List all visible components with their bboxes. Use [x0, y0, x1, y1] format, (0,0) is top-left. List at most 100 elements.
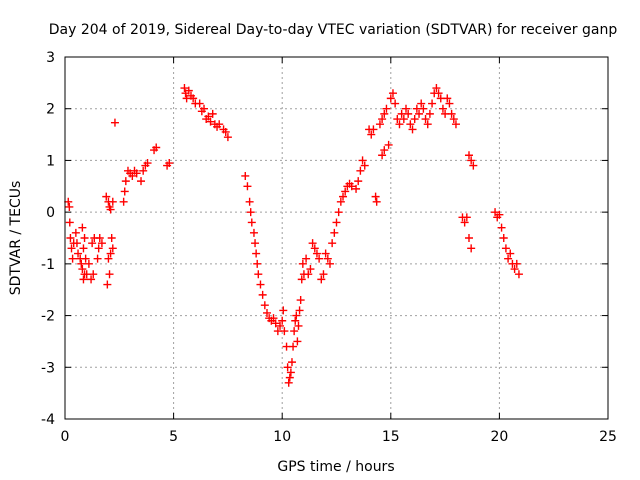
x-axis-label: GPS time / hours [277, 459, 394, 475]
data-point [102, 192, 111, 201]
data-point [419, 104, 428, 113]
data-point [262, 308, 271, 317]
data-point [119, 197, 128, 206]
data-point [395, 120, 404, 129]
data-point [438, 104, 447, 113]
data-point [408, 125, 417, 134]
data-point [256, 280, 265, 289]
data-point [290, 327, 299, 336]
y-tick-label: 2 [46, 102, 55, 118]
plot-frame [64, 56, 609, 420]
data-point [501, 244, 510, 253]
data-point [375, 120, 384, 129]
data-point [467, 244, 476, 253]
data-point [88, 239, 97, 248]
data-point [283, 363, 292, 372]
data-point [306, 265, 315, 274]
data-point [68, 254, 77, 263]
data-point [325, 259, 334, 268]
y-tick-label: -4 [41, 412, 55, 428]
data-point [341, 187, 350, 196]
y-tick-label: 3 [46, 50, 55, 66]
data-point [258, 290, 267, 299]
data-point [467, 156, 476, 165]
data-point [286, 368, 295, 377]
data-point [399, 115, 408, 124]
data-point [110, 118, 119, 127]
data-point [371, 192, 380, 201]
data-point [323, 254, 332, 263]
data-point [80, 234, 89, 242]
data-point [308, 239, 317, 248]
data-point [410, 115, 419, 124]
data-point [77, 259, 86, 268]
data-point [367, 130, 376, 139]
data-point [332, 218, 341, 227]
data-point [223, 133, 232, 142]
y-axis-label: SDTVAR / TECUs [8, 181, 24, 296]
y-tick-label: -2 [41, 309, 55, 325]
data-point [388, 89, 397, 98]
data-point [384, 140, 393, 149]
data-point [289, 342, 298, 351]
data-point [208, 109, 217, 118]
data-point [195, 99, 204, 108]
data-point [246, 208, 255, 217]
y-tick-label: -1 [41, 257, 55, 273]
grid-lines [65, 57, 608, 419]
data-point [382, 104, 391, 113]
data-point [358, 156, 367, 165]
data-point [65, 218, 74, 227]
data-point [284, 378, 293, 387]
data-point [292, 311, 301, 320]
data-point [72, 239, 81, 248]
data-point [319, 270, 328, 279]
data-point [120, 187, 129, 196]
data-point [512, 259, 521, 268]
data-point [417, 99, 426, 108]
data-point [184, 86, 193, 95]
data-point [276, 321, 285, 330]
data-point [200, 104, 209, 113]
data-point [165, 159, 174, 168]
data-point [464, 234, 473, 242]
data-point [464, 151, 473, 160]
data-point [66, 234, 75, 242]
data-point [241, 171, 250, 180]
data-point [71, 228, 80, 237]
data-point [105, 270, 114, 279]
data-point [79, 275, 88, 284]
data-point [298, 259, 307, 268]
data-point [74, 249, 83, 258]
data-point [78, 265, 87, 274]
data-point [297, 275, 306, 284]
data-point [206, 117, 215, 126]
data-point [402, 104, 411, 113]
data-point [372, 197, 381, 206]
data-point [106, 249, 115, 258]
data-point [330, 228, 339, 237]
y-tick-label: 1 [46, 153, 55, 169]
data-point [245, 197, 254, 206]
data-point [391, 99, 400, 108]
data-point [295, 306, 304, 315]
data-point [317, 275, 326, 284]
data-point [504, 254, 513, 263]
data-point [65, 202, 74, 211]
data-point [93, 254, 102, 263]
data-point [415, 109, 424, 118]
y-tick-label: 0 [46, 205, 55, 221]
data-point [204, 112, 213, 121]
x-tick-label: 20 [490, 429, 508, 445]
data-point [514, 270, 523, 279]
data-point [404, 109, 413, 118]
data-point [445, 99, 454, 108]
data-point [451, 120, 460, 129]
data-point [406, 120, 415, 129]
data-point [378, 115, 387, 124]
data-point [97, 239, 106, 248]
data-point [491, 208, 500, 217]
data-point [425, 109, 434, 118]
data-point [460, 218, 469, 227]
data-point [428, 99, 437, 108]
